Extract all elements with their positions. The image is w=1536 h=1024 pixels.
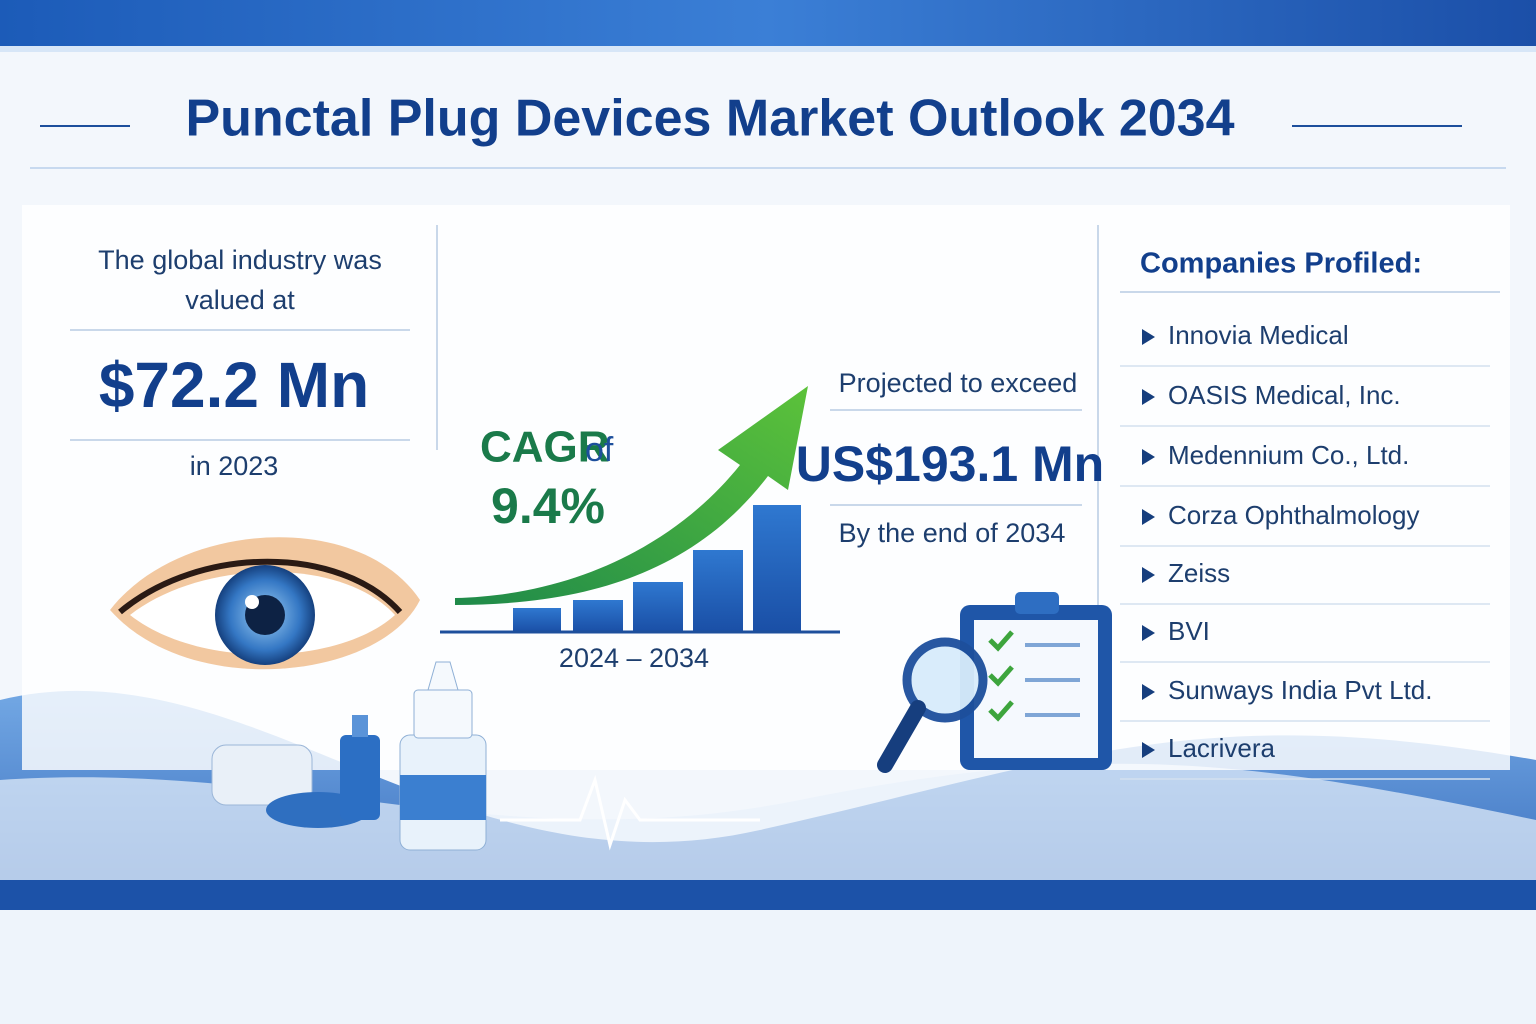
company-name: Medennium Co., Ltd.	[1168, 440, 1409, 470]
valuation-text: valued at	[185, 285, 295, 315]
company-list: Innovia Medical OASIS Medical, Inc. Medenn…	[1120, 320, 1490, 780]
top-band	[0, 0, 1536, 46]
cagr-of: of	[585, 431, 614, 469]
projection-year: By the end of 2034	[839, 518, 1066, 548]
drop-bottle-cap	[413, 689, 473, 739]
top-band-edge	[0, 46, 1536, 52]
magnifier-lens	[902, 637, 988, 723]
drop-bottle-label	[400, 775, 486, 820]
clipboard-illustration	[877, 592, 1112, 773]
companies-heading: Companies Profiled:	[1140, 248, 1422, 280]
projection-intro: Projected to exceed	[839, 368, 1078, 398]
checkmarks	[988, 630, 1014, 722]
panel	[22, 205, 1510, 770]
container	[211, 744, 313, 806]
bullet	[1142, 389, 1155, 405]
company-name: Innovia Medical	[1168, 320, 1349, 350]
bullet	[1142, 567, 1155, 583]
growth-chart	[440, 386, 840, 634]
company-name: OASIS Medical, Inc.	[1168, 380, 1401, 410]
pulse-line	[500, 774, 760, 851]
bottom-area	[0, 910, 1536, 1024]
bullet	[1142, 684, 1155, 700]
wave	[0, 763, 1536, 880]
period: 2024 – 2034	[559, 643, 709, 673]
bullet	[1142, 329, 1155, 345]
company-name: Zeiss	[1168, 558, 1230, 588]
bar	[753, 505, 801, 632]
bar	[573, 600, 623, 632]
cagr-label: CAGR	[480, 423, 610, 472]
bullet	[1142, 509, 1155, 525]
title: Punctal Plug Devices Market Outlook 2034	[185, 90, 1234, 148]
company-name: Lacrivera	[1168, 733, 1275, 763]
valuation-value: $72.2 Mn	[99, 349, 369, 421]
company-name: Corza Ophthalmology	[1168, 500, 1419, 530]
bar	[513, 608, 561, 632]
cagr-value: 9.4%	[491, 478, 605, 534]
company-name: BVI	[1168, 616, 1210, 646]
eye-illustration	[110, 537, 420, 670]
valuation-text: The global industry was	[98, 245, 382, 275]
eye-glint	[245, 595, 259, 609]
small-bottle-cap	[352, 715, 368, 737]
bullet	[1142, 625, 1155, 641]
lash-line	[118, 558, 403, 615]
growth-arrow	[455, 386, 808, 605]
bar	[693, 550, 743, 632]
bullet	[1142, 742, 1155, 758]
bottom-band	[0, 880, 1536, 910]
magnifier-handle	[877, 700, 926, 773]
company-name: Sunways India Pvt Ltd.	[1168, 675, 1432, 705]
clipboard-clip	[1015, 592, 1059, 614]
bar	[633, 582, 683, 632]
drop-bottle-tip	[427, 661, 459, 691]
small-bottle	[340, 735, 380, 820]
valuation-year: in 2023	[190, 451, 279, 481]
bullet	[1142, 449, 1155, 465]
projection-value: US$193.1 Mn	[796, 436, 1104, 492]
product-illustration	[211, 661, 487, 851]
checklist-lines	[1025, 643, 1080, 717]
